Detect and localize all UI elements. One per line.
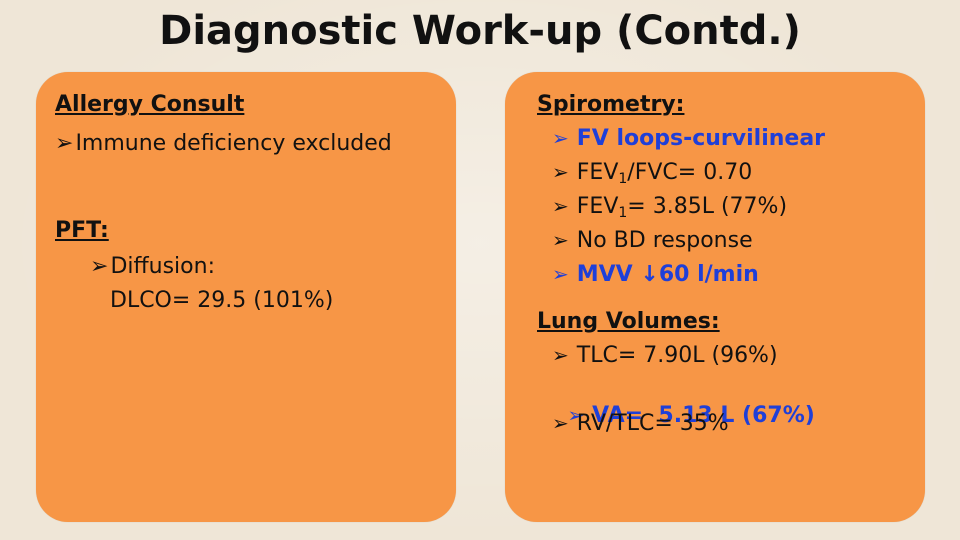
allergy-heading: Allergy Consult: [55, 92, 245, 117]
spirometry-item-text: No BD response: [576, 228, 753, 253]
spirometry-item-fv-loops: ➢ FV loops-curvilinear: [552, 125, 825, 152]
mvv-prefix: MVV: [576, 262, 641, 287]
right-panel: [505, 72, 925, 522]
spirometry-item-mvv: ➢ MVV ↓60 l/min: [552, 261, 759, 288]
arrowhead-bullet-icon: ➢: [552, 343, 569, 367]
fev-subscript: 1: [618, 205, 628, 221]
left-panel: [36, 72, 456, 522]
arrowhead-bullet-icon: ➢: [552, 194, 569, 218]
spirometry-item-text: FV loops-curvilinear: [576, 126, 826, 151]
arrowhead-bullet-icon: ➢: [55, 131, 74, 156]
mvv-value: 60 l/min: [658, 262, 759, 287]
fev1-value: = 3.85L (77%): [627, 194, 788, 219]
lung-item-text: TLC= 7.90L (96%): [576, 343, 778, 368]
down-arrow-icon: ↓: [640, 262, 659, 287]
lung-item-va: ➢ VA= 5.13 L (67%): [552, 376, 815, 429]
allergy-item-text: Immune deficiency excluded: [75, 131, 392, 156]
spirometry-item-fev-ratio: ➢ FEV1/FVC= 0.70: [552, 159, 752, 186]
diffusion-label: Diffusion:: [110, 254, 215, 279]
arrowhead-bullet-icon: ➢: [552, 411, 569, 435]
lung-item-text: VA= 5.13 L (67%): [592, 403, 815, 428]
allergy-item: ➢Immune deficiency excluded: [55, 131, 392, 157]
fev-prefix: FEV: [576, 160, 619, 185]
diffusion-item: ➢Diffusion:: [90, 254, 215, 280]
dlco-value: DLCO= 29.5 (101%): [110, 288, 334, 313]
fev-ratio-value: /FVC= 0.70: [627, 160, 753, 185]
arrowhead-bullet-icon: ➢: [567, 403, 585, 427]
arrowhead-bullet-icon: ➢: [552, 262, 569, 286]
arrowhead-bullet-icon: ➢: [552, 126, 569, 150]
spirometry-item-bd: ➢ No BD response: [552, 227, 753, 254]
spirometry-item-fev1: ➢ FEV1= 3.85L (77%): [552, 193, 787, 220]
arrowhead-bullet-icon: ➢: [90, 254, 109, 279]
fev-prefix: FEV: [576, 194, 619, 219]
lung-item-rv-tlc: ➢ RV/TLC= 35%: [552, 410, 729, 437]
fev-subscript: 1: [618, 171, 628, 187]
arrowhead-bullet-icon: ➢: [552, 160, 569, 184]
spirometry-heading: Spirometry:: [537, 92, 685, 117]
pft-heading: PFT:: [55, 218, 109, 243]
arrowhead-bullet-icon: ➢: [552, 228, 569, 252]
lung-item-text: RV/TLC= 35%: [576, 411, 729, 436]
slide-title: Diagnostic Work-up (Contd.): [159, 8, 801, 54]
lung-item-tlc: ➢ TLC= 7.90L (96%): [552, 342, 778, 369]
lung-volumes-heading: Lung Volumes:: [537, 309, 720, 334]
